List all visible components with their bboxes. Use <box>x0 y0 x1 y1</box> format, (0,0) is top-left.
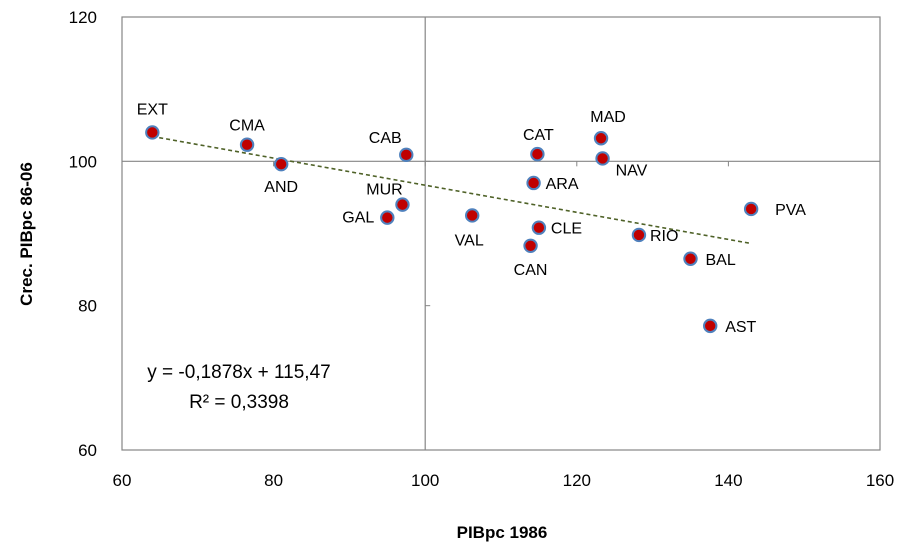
data-point-cab <box>399 147 414 163</box>
point-label-rio: RIO <box>650 228 678 245</box>
axes: 60 80 100 120 140 160 60 80 100 120 <box>69 8 895 490</box>
data-point-gal <box>380 210 395 225</box>
x-axis-title: PIBpc 1986 <box>457 523 548 542</box>
point-labels: EXT CMA AND CAB MUR GAL VAL CAT ARA CLE CAN MAD NAV R… <box>137 101 807 335</box>
trendline-equation: y = -0,1878x + 115,47 <box>147 362 330 383</box>
x-tick-label: 160 <box>866 471 894 490</box>
point-label-ast: AST <box>725 319 756 336</box>
trendline-layer <box>152 135 752 245</box>
x-tick-label: 140 <box>714 471 742 490</box>
data-point-ext <box>145 125 160 140</box>
point-label-ara: ARA <box>546 176 579 193</box>
data-point-mur <box>395 197 410 212</box>
point-label-cle: CLE <box>551 221 582 238</box>
data-point-nav <box>595 151 610 166</box>
data-point-can <box>523 238 538 253</box>
y-tick-label: 80 <box>78 297 97 316</box>
data-point-mad <box>593 131 609 146</box>
data-point-cat <box>530 146 545 162</box>
data-points <box>145 125 759 334</box>
data-point-pva <box>743 201 759 217</box>
x-tick-label: 100 <box>411 471 439 490</box>
point-label-cat: CAT <box>523 127 554 144</box>
data-point-cma <box>239 137 255 152</box>
point-label-ext: EXT <box>137 101 168 118</box>
data-point-val <box>464 208 480 223</box>
data-point-and <box>273 157 289 172</box>
x-tick-label: 60 <box>113 471 132 490</box>
y-tick-label: 120 <box>69 8 97 27</box>
point-label-mad: MAD <box>590 109 626 126</box>
point-label-cab: CAB <box>369 130 402 147</box>
data-point-cle <box>531 220 547 235</box>
point-label-and: AND <box>264 179 298 196</box>
plot-border <box>121 16 881 451</box>
point-label-pva: PVA <box>775 202 806 219</box>
point-label-nav: NAV <box>616 162 648 179</box>
y-axis-title: Crec. PIBpc 86-06 <box>17 162 36 306</box>
data-point-rio <box>631 227 647 243</box>
point-label-mur: MUR <box>366 182 402 199</box>
x-tick-label: 80 <box>264 471 283 490</box>
data-point-bal <box>683 251 698 266</box>
y-tick-label: 100 <box>69 152 97 171</box>
point-label-bal: BAL <box>706 252 736 269</box>
trendline <box>152 135 752 245</box>
point-label-val: VAL <box>455 232 484 249</box>
y-tick-label: 60 <box>78 441 97 460</box>
point-label-can: CAN <box>514 262 548 279</box>
point-label-cma: CMA <box>229 118 265 135</box>
data-point-ast <box>703 318 718 334</box>
point-label-gal: GAL <box>342 210 374 227</box>
x-tick-label: 120 <box>563 471 591 490</box>
r-squared-label: R² = 0,3398 <box>189 392 289 413</box>
data-point-ara <box>526 175 541 191</box>
plot-area <box>121 16 881 451</box>
